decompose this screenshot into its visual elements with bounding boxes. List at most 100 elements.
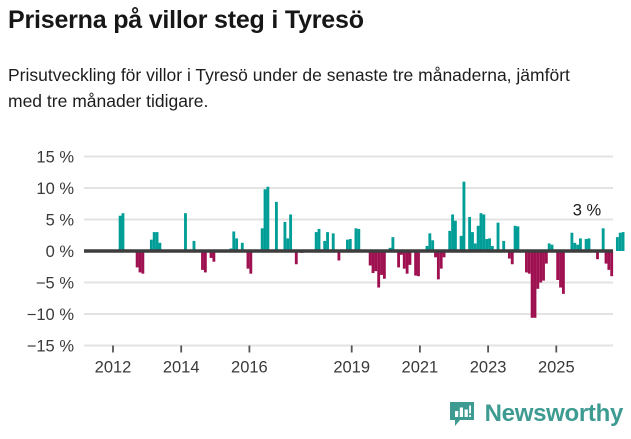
bar	[576, 244, 580, 251]
bar	[400, 251, 403, 255]
bar	[380, 251, 383, 275]
bar	[559, 251, 562, 288]
bar	[348, 239, 352, 251]
bar	[266, 186, 270, 251]
bar	[584, 239, 588, 251]
bar	[471, 232, 474, 251]
bar	[357, 228, 361, 251]
bar	[570, 232, 574, 251]
bar	[391, 237, 395, 251]
page-subtitle: Prisutveckling för villor i Tyresö under…	[8, 65, 570, 111]
x-axis-tick-label: 2019	[333, 359, 370, 377]
bar	[547, 243, 551, 251]
bar	[405, 251, 409, 274]
y-axis-tick-label: 0 %	[46, 243, 75, 261]
bar	[152, 232, 156, 251]
bar	[192, 240, 196, 251]
bar	[459, 235, 463, 251]
bar	[527, 251, 531, 274]
bar	[544, 251, 548, 264]
bar	[587, 238, 591, 251]
bar	[149, 239, 153, 251]
last-value-annotation: 3 %	[573, 202, 602, 220]
bar	[397, 251, 401, 268]
bar	[402, 251, 406, 269]
bar	[118, 215, 122, 251]
bar	[516, 226, 520, 251]
bar	[138, 251, 142, 273]
bar	[434, 251, 437, 258]
bar	[294, 251, 298, 265]
bar	[323, 240, 327, 251]
bar	[408, 251, 412, 265]
bar	[354, 228, 358, 251]
bar	[121, 213, 125, 251]
bar	[604, 251, 608, 264]
bar	[371, 251, 375, 274]
bar	[539, 251, 543, 283]
bar	[488, 238, 491, 251]
y-axis-tick-label: −5 %	[36, 275, 74, 293]
bar	[314, 232, 318, 251]
bar	[610, 251, 614, 277]
bar	[337, 251, 341, 261]
bar	[203, 251, 207, 273]
bar	[425, 245, 429, 251]
bar	[550, 244, 554, 251]
bar-chart-speech-bubble-icon	[448, 400, 476, 428]
bar	[542, 251, 545, 281]
bar	[414, 251, 418, 276]
bar	[530, 251, 534, 318]
bar	[346, 239, 349, 251]
y-axis-tick-label: −10 %	[27, 306, 75, 324]
bar	[428, 233, 432, 251]
bar	[326, 232, 329, 251]
bar	[283, 222, 287, 251]
bar	[240, 242, 244, 251]
bar	[448, 230, 452, 251]
bar	[232, 231, 236, 251]
bar	[249, 251, 253, 274]
bar	[377, 251, 381, 288]
bar	[331, 233, 335, 251]
bar	[618, 232, 622, 251]
bar	[536, 251, 540, 289]
bar	[141, 251, 145, 274]
bar	[496, 222, 500, 251]
brand-name: Newsworthy	[484, 400, 624, 427]
page-title: Priserna på villor steg i Tyresö	[8, 6, 364, 34]
x-axis-tick-label: 2012	[95, 359, 132, 377]
bar	[453, 220, 457, 251]
bar	[525, 251, 528, 273]
bar	[533, 251, 537, 318]
bar	[442, 251, 446, 258]
bar	[374, 251, 378, 272]
bar	[513, 225, 517, 251]
bar	[158, 242, 162, 251]
bar	[485, 239, 489, 251]
bar	[621, 232, 625, 251]
bar	[431, 240, 435, 251]
x-axis-tick-label: 2014	[163, 359, 200, 377]
bar	[235, 238, 239, 251]
bar	[479, 213, 483, 251]
bar	[561, 251, 565, 294]
bar	[468, 216, 472, 251]
bar	[263, 189, 267, 251]
x-axis-tick-label: 2025	[538, 359, 575, 377]
y-axis-tick-label: 15 %	[36, 149, 74, 167]
bar	[368, 251, 372, 266]
x-axis-tick-label: 2016	[231, 359, 268, 377]
bar	[286, 238, 290, 251]
bar	[155, 232, 159, 251]
bar	[573, 242, 577, 251]
bar	[436, 251, 440, 280]
bar	[135, 251, 139, 268]
x-axis-tick-label: 2021	[402, 359, 439, 377]
bar	[184, 213, 187, 251]
bar	[476, 225, 480, 251]
bar	[260, 228, 264, 251]
